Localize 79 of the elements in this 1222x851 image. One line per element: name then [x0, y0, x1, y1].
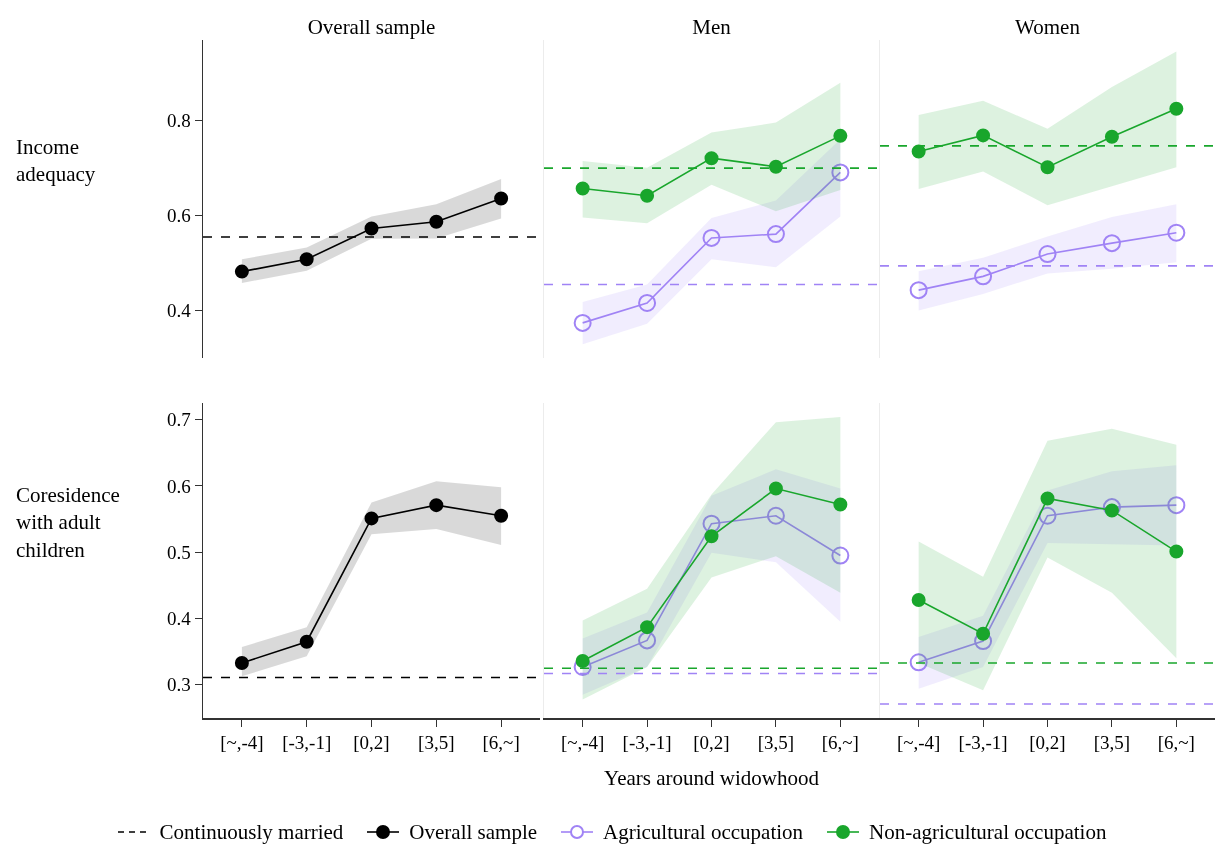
point	[833, 128, 848, 143]
point	[364, 221, 379, 236]
point	[1104, 129, 1119, 144]
point	[640, 620, 655, 635]
point	[911, 144, 926, 159]
legend-label: Agricultural occupation	[603, 819, 804, 845]
point	[638, 293, 657, 312]
point	[1169, 101, 1184, 116]
y-tick-label: 0.6	[166, 475, 191, 497]
point	[1038, 245, 1057, 264]
point	[909, 653, 928, 672]
y-tick-label: 0.8	[166, 110, 191, 132]
point	[494, 508, 509, 523]
point	[1102, 234, 1121, 253]
point	[1038, 506, 1057, 525]
point	[976, 626, 991, 641]
point	[831, 163, 850, 182]
x-tick-label: [6,~]	[482, 732, 520, 754]
point	[766, 225, 785, 244]
point	[234, 264, 249, 279]
point	[638, 631, 657, 650]
point	[911, 592, 926, 607]
point	[429, 498, 444, 513]
point	[573, 313, 592, 332]
x-tick-label: [3,5]	[757, 732, 795, 754]
point	[704, 151, 719, 166]
point	[1167, 496, 1186, 515]
point	[1104, 503, 1119, 518]
point	[575, 181, 590, 196]
point	[704, 529, 719, 544]
point	[364, 511, 379, 526]
point	[909, 281, 928, 300]
point	[299, 252, 314, 267]
y-axis-title: Income adequacy	[16, 135, 96, 187]
y-tick-label: 0.5	[166, 541, 191, 563]
point	[575, 653, 590, 668]
chart-title: Women	[1015, 15, 1081, 39]
point	[494, 191, 509, 206]
point	[976, 128, 991, 143]
x-tick-label: [0,2]	[1029, 732, 1066, 754]
x-tick-label: [6,~]	[1157, 732, 1195, 754]
point	[1040, 160, 1055, 175]
point	[234, 655, 249, 670]
y-tick-label: 0.6	[166, 205, 191, 227]
x-tick-label: [0,2]	[693, 732, 730, 754]
y-axis-title: Coresidence with adult children	[16, 483, 120, 562]
point	[1040, 491, 1055, 506]
x-tick-label: [-3,-1]	[282, 732, 332, 754]
x-tick-label: [3,5]	[418, 732, 455, 754]
point	[702, 228, 721, 247]
point	[768, 481, 783, 496]
point	[1167, 223, 1186, 242]
point	[974, 267, 993, 286]
x-tick-label: [~,-4]	[220, 732, 264, 754]
legend-label: Non-agricultural occupation	[869, 819, 1107, 845]
point	[766, 506, 785, 525]
point	[640, 188, 655, 203]
x-tick-label: [-3,-1]	[622, 732, 672, 754]
legend-label: Continuously married	[159, 819, 344, 845]
point	[768, 159, 783, 174]
chart-title: Overall sample	[307, 15, 436, 39]
point	[833, 497, 848, 512]
legend-label: Overall sample	[409, 819, 538, 845]
x-tick-label: [0,2]	[353, 732, 390, 754]
point	[429, 214, 444, 229]
y-tick-label: 0.3	[166, 674, 191, 696]
x-tick-label: [6,~]	[821, 732, 859, 754]
point	[1169, 544, 1184, 559]
x-tick-label: [~,-4]	[560, 732, 605, 754]
point	[702, 514, 721, 533]
x-tick-label: [3,5]	[1093, 732, 1131, 754]
x-tick-label: [~,-4]	[896, 732, 941, 754]
y-tick-label: 0.4	[166, 608, 192, 630]
y-tick-label: 0.4	[166, 300, 192, 322]
y-tick-label: 0.7	[166, 409, 191, 431]
chart-title: Men	[692, 15, 732, 39]
x-tick-label: [-3,-1]	[958, 732, 1008, 754]
x-axis-title: Years around widowhood	[604, 766, 820, 791]
point	[831, 546, 850, 565]
